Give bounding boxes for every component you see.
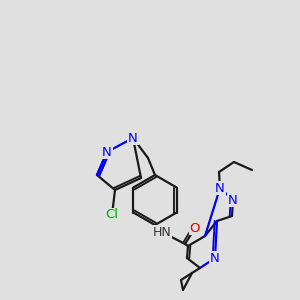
Text: HN: HN xyxy=(153,226,171,238)
Text: N: N xyxy=(210,251,220,265)
Text: O: O xyxy=(190,221,200,235)
Text: N: N xyxy=(128,131,138,145)
Text: N: N xyxy=(228,194,238,206)
Text: N: N xyxy=(102,146,112,158)
Text: N: N xyxy=(215,182,225,194)
Text: Cl: Cl xyxy=(106,208,118,221)
